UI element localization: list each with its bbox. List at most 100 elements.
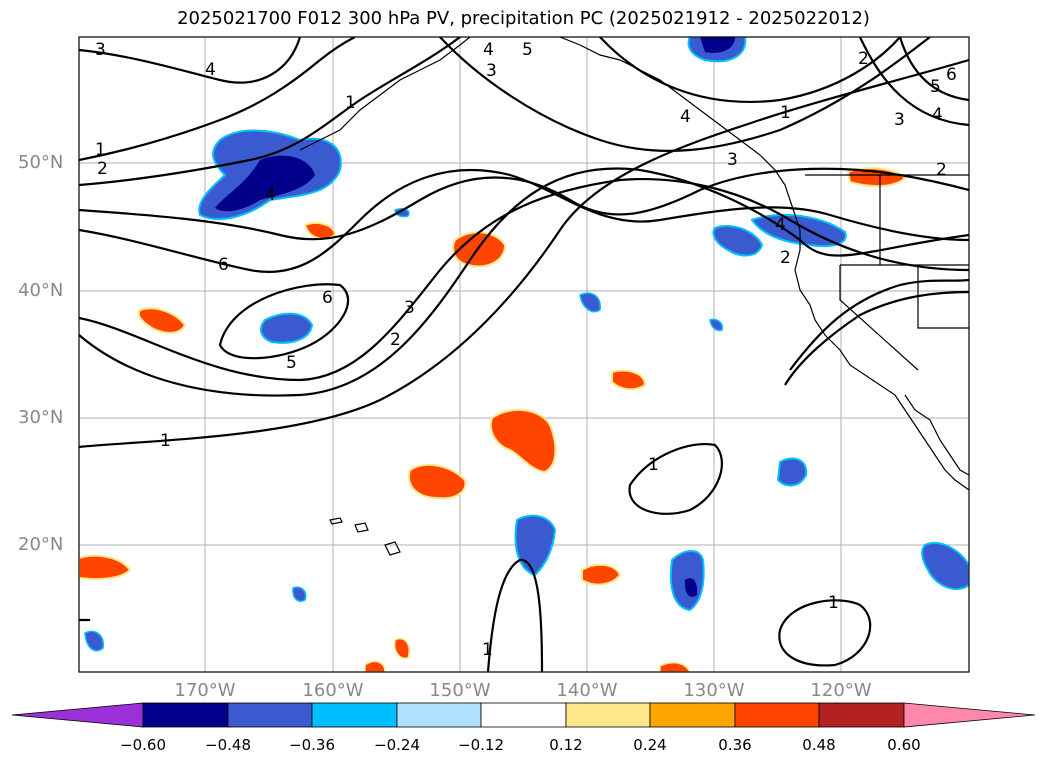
contour-1-ring-se: [778, 599, 872, 667]
colorbar-seg-3: [311, 702, 398, 728]
pos-region-3: [303, 222, 337, 240]
positive-precip-anomalies: [79, 167, 907, 672]
contour-label-1f: 1: [828, 593, 839, 613]
colorbar-seg-8: [734, 702, 820, 728]
negative-precip-anomalies: [84, 37, 969, 652]
contour-label-2c: 2: [780, 248, 791, 268]
hawaii-3: [384, 541, 401, 556]
contour-west-coast-2: [784, 290, 969, 386]
coast-alaska-south: [559, 37, 761, 156]
colorbar-tick: 0.48: [802, 736, 836, 754]
colorbar-seg-4: [396, 702, 482, 728]
pos-region-7: [581, 563, 622, 586]
lat-label-30n: 30°N: [18, 407, 64, 428]
plot-area: [79, 37, 969, 672]
plot-frame: [78, 36, 970, 673]
neg-region-small-4: [709, 318, 724, 332]
contour-label-4f: 4: [932, 105, 943, 125]
contour-label-1e: 1: [648, 455, 659, 475]
contour-label-group: 3 4 1 1 2 4 6 6 3 2 5 1 5 4 3 4 1 3 4 2 …: [95, 40, 957, 660]
contour-label-6b: 6: [322, 288, 333, 308]
contour-5: [79, 167, 969, 241]
lon-label-120w: 120°W: [810, 680, 872, 701]
contour-label-4e: 4: [775, 215, 786, 235]
contour-4: [79, 168, 969, 273]
coast-alaska-aleutians: [299, 37, 471, 151]
colorbar-seg-9: [818, 702, 905, 728]
colorbar-tick: −0.12: [458, 736, 504, 754]
neg-region-mid: [259, 312, 314, 344]
neg-region-small-2: [292, 586, 307, 602]
pos-region-1: [452, 231, 507, 268]
border-state-3: [917, 265, 969, 329]
contour-1-main: [79, 58, 969, 449]
neg-core-sub-2: [684, 578, 698, 597]
contour-1-south-arch: [486, 558, 544, 672]
coast-baja: [904, 394, 969, 476]
contour-label-1b: 1: [95, 140, 106, 160]
colorbar-tick: 0.12: [549, 736, 583, 754]
hawaii-1: [329, 517, 343, 525]
neg-core-top: [700, 37, 735, 53]
contour-label-3d: 3: [727, 150, 738, 170]
lon-label-150w: 150°W: [429, 680, 491, 701]
colorbar: [11, 702, 1036, 728]
colorbar-tick: −0.48: [205, 736, 251, 754]
colorbar-tick: −0.36: [289, 736, 335, 754]
contour-label-5c: 5: [930, 77, 941, 97]
lat-label-40n: 40°N: [18, 280, 64, 301]
colorbar-seg-6: [565, 702, 651, 728]
colorbar-tick: −0.60: [120, 736, 166, 754]
neg-region-sub-3: [776, 457, 808, 487]
contour-label-6a: 6: [218, 255, 229, 275]
contour-ne-4: [898, 37, 969, 102]
map-title: 2025021700 F012 300 hPa PV, precipitatio…: [177, 8, 870, 29]
neg-region-small-1: [579, 292, 601, 313]
contour-label-2b: 2: [390, 330, 401, 350]
contour-label-5a: 5: [286, 353, 297, 373]
pos-region-9: [79, 554, 132, 580]
pos-region-2: [137, 307, 187, 334]
contour-label-3b: 3: [404, 298, 415, 318]
neg-region-small-3: [84, 630, 104, 652]
pos-region-6: [611, 369, 647, 391]
contour-label-3a: 3: [95, 40, 106, 60]
neg-region-coast-1: [712, 225, 764, 257]
pos-region-12: [659, 661, 691, 672]
colorbar-seg-2: [227, 702, 313, 728]
contour-ne-3: [859, 37, 969, 127]
contour-label-4d: 4: [680, 107, 691, 127]
border-state-4: [839, 265, 919, 371]
contour-3: [79, 177, 969, 382]
contour-label-1a: 1: [345, 93, 356, 113]
contour-label-5b: 5: [522, 40, 533, 60]
colorbar-tick: 0.24: [633, 736, 667, 754]
contour-west-coast: [789, 278, 969, 371]
contour-1-ring-east: [628, 443, 723, 515]
lat-label-50n: 50°N: [18, 152, 64, 173]
contour-label-6c: 6: [946, 65, 957, 85]
colorbar-tick: 0.36: [718, 736, 752, 754]
contour-label-4c: 4: [483, 40, 494, 60]
pos-region-4: [490, 408, 557, 474]
coastlines: [299, 37, 969, 556]
contour-upper-3: [79, 37, 302, 84]
colorbar-tick: −0.24: [374, 736, 420, 754]
pos-region-5: [408, 463, 467, 500]
colorbar-seg-5: [480, 702, 567, 728]
contour-6-ring: [218, 283, 350, 360]
lon-label-140w: 140°W: [556, 680, 618, 701]
colorbar-tick: 0.60: [887, 736, 921, 754]
contour-label-4b: 4: [265, 185, 276, 205]
contour-upper-1: [79, 37, 461, 187]
contour-label-1c: 1: [160, 431, 171, 451]
neg-core-gulf: [215, 155, 315, 212]
pos-region-10: [393, 638, 410, 660]
lon-label-170w: 170°W: [174, 680, 236, 701]
lon-label-130w: 130°W: [683, 680, 745, 701]
colorbar-seg-7: [649, 702, 736, 728]
contour-label-3e: 3: [894, 110, 905, 130]
contour-2: [79, 167, 969, 397]
colorbar-seg-1: [142, 702, 229, 728]
